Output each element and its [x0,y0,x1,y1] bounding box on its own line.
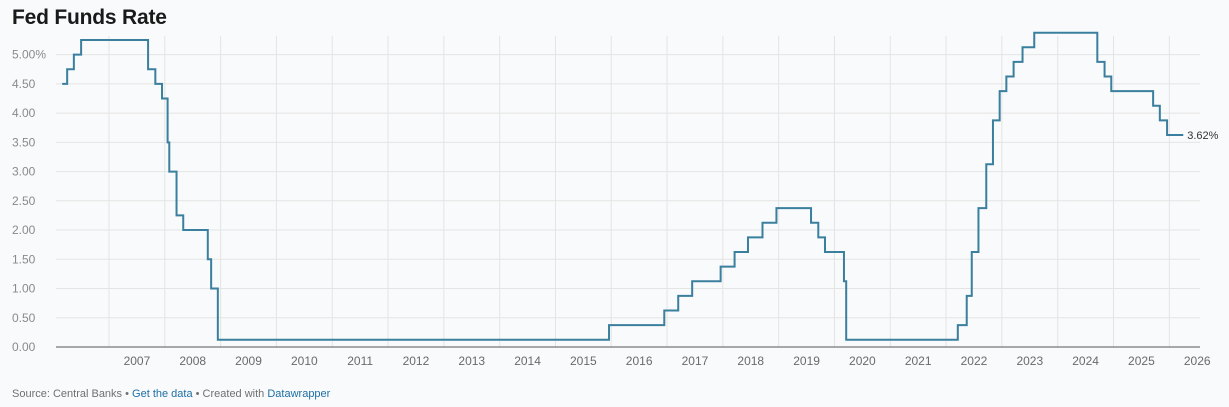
y-tick-label: 5.00% [12,48,46,62]
y-axis-ticks: 0.00 0.50 1.00 1.50 2.00 2.50 3.00 3.50 4.00 4.50… [12,48,46,354]
datawrapper-link[interactable]: Datawrapper [267,388,331,400]
end-value-label: 3.62% [1187,130,1218,142]
line-chart: 0.00 0.50 1.00 1.50 2.00 2.50 3.00 3.50 4.00 4.50… [12,31,1219,368]
y-tick-label: 3.00 [12,165,36,179]
x-tick-label: 2012 [403,354,430,368]
x-tick-label: 2015 [570,354,597,368]
x-axis-ticks: 2007 2008 2009 2010 2011 2012 2013 2014 2015 2016… [124,354,1211,368]
x-tick-label: 2025 [1128,354,1155,368]
get-the-data-link[interactable]: Get the data [132,388,193,400]
y-tick-label: 0.00 [12,340,36,354]
chart-title: Fed Funds Rate [12,6,167,29]
x-tick-label: 2019 [793,354,820,368]
fed-funds-rate-line [62,31,1184,341]
x-tick-label: 2022 [961,354,988,368]
x-tick-label: 2018 [737,354,764,368]
x-tick-label: 2026 [1184,354,1211,368]
y-tick-label: 3.50 [12,135,36,149]
y-tick-label: 2.00 [12,223,36,237]
x-tick-label: 2009 [235,354,262,368]
x-tick-label: 2013 [458,354,485,368]
x-tick-label: 2014 [514,354,541,368]
x-tick-label: 2017 [682,354,709,368]
x-tick-label: 2011 [347,354,373,368]
x-tick-label: 2010 [291,354,318,368]
chart-footer: Source: Central Banks • Get the data • C… [12,388,330,400]
source-text: Source: Central Banks [12,388,123,400]
y-tick-label: 0.50 [12,311,36,325]
y-tick-label: 4.50 [12,77,36,91]
x-tick-label: 2024 [1072,354,1099,368]
y-tick-label: 2.50 [12,194,36,208]
y-gridlines [56,54,1200,319]
x-tick-label: 2020 [849,354,876,368]
x-tick-label: 2007 [124,354,151,368]
y-tick-label: 1.00 [12,282,36,296]
footer-separator: • Created with [192,388,268,400]
x-tick-label: 2016 [626,354,653,368]
x-tick-label: 2023 [1016,354,1043,368]
footer-separator: • [122,388,133,400]
x-tick-label: 2021 [905,354,932,368]
y-tick-label: 1.50 [12,252,36,266]
x-tick-label: 2008 [179,354,206,368]
y-tick-label: 4.00 [12,106,36,120]
x-gridlines [108,36,1170,347]
